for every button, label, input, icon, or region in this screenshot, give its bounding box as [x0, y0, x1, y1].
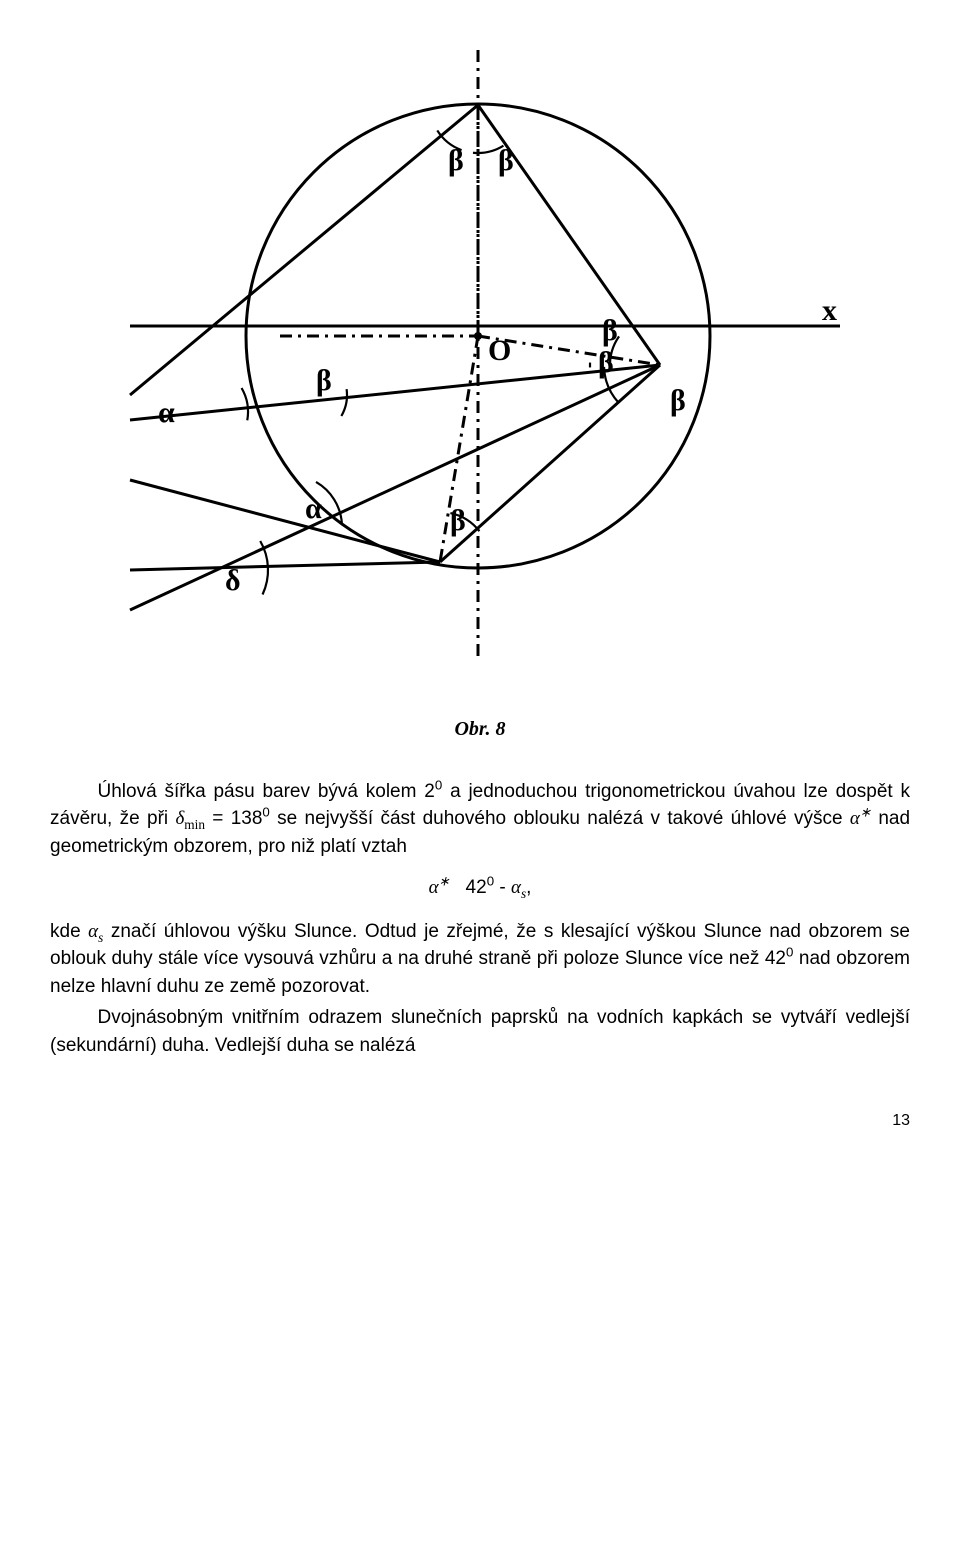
- p1-text-c: se nejvyšší část duhového oblouku nalézá…: [270, 808, 850, 829]
- paragraph-3: Dvojnásobným vnitřním odrazem slunečních…: [50, 1004, 910, 1059]
- svg-text:β: β: [448, 144, 464, 177]
- eq-zero: 0: [487, 874, 494, 889]
- svg-text:β: β: [670, 384, 686, 417]
- svg-text:β: β: [316, 364, 332, 397]
- eq-minus: -: [494, 877, 511, 898]
- eq-dash42: 42: [450, 877, 487, 898]
- svg-text:β: β: [598, 346, 614, 379]
- p2-text-b: značí úhlovou výšku Slunce. Odtud je zře…: [50, 921, 910, 970]
- svg-text:α: α: [305, 492, 322, 525]
- figure-container: βββββββααδOx Obr. 8: [50, 40, 910, 744]
- paragraph-2: kde αs značí úhlovou výšku Slunce. Odtud…: [50, 918, 910, 1001]
- eq-comma: ,: [526, 877, 531, 898]
- eq-138: = 138: [205, 808, 262, 829]
- alpha-star-sym: α: [850, 808, 860, 829]
- optics-diagram: βββββββααδOx: [100, 40, 860, 700]
- eq-alpha-s: α: [511, 877, 521, 898]
- p1-text-a: Úhlová šířka pásu barev bývá kolem 2: [98, 781, 435, 802]
- svg-text:β: β: [450, 504, 466, 537]
- alpha-star-sup: ∗: [860, 805, 871, 820]
- degree-zero-2: 0: [262, 805, 269, 820]
- delta-symbol: δ: [175, 808, 184, 829]
- p2-alpha-s: α: [88, 921, 98, 942]
- svg-text:α: α: [158, 396, 175, 429]
- eq-alpha: α: [429, 877, 439, 898]
- delta-sub-min: min: [184, 817, 205, 832]
- svg-text:β: β: [602, 314, 618, 347]
- svg-text:O: O: [488, 334, 511, 367]
- svg-text:δ: δ: [225, 564, 241, 597]
- svg-text:x: x: [822, 294, 837, 327]
- eq-alpha-star: ∗: [439, 874, 450, 889]
- equation-line: α∗ 420 - αs,: [50, 874, 910, 902]
- svg-text:β: β: [498, 144, 514, 177]
- figure-caption: Obr. 8: [50, 715, 910, 744]
- p2-text-a: kde: [50, 921, 88, 942]
- paragraph-1: Úhlová šířka pásu barev bývá kolem 20 a …: [50, 778, 910, 861]
- page-number: 13: [50, 1109, 910, 1132]
